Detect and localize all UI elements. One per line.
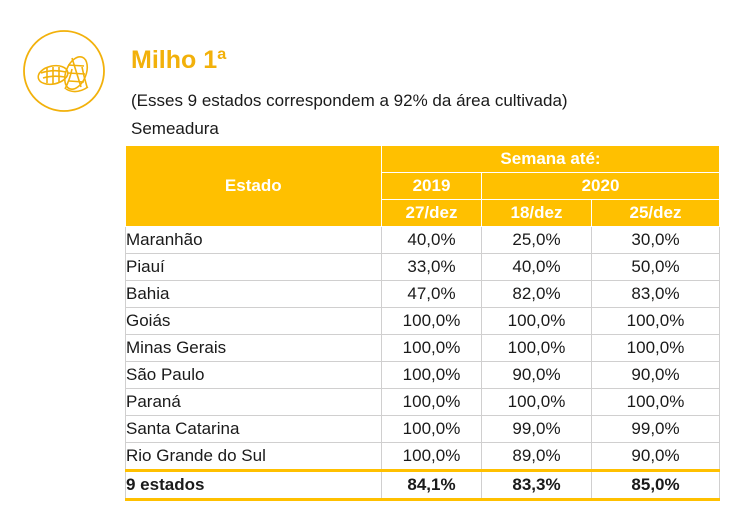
- value-cell: 100,0%: [590, 334, 721, 362]
- value-cell: 82,0%: [481, 280, 592, 308]
- value-cell: 40,0%: [381, 226, 482, 254]
- total-value: 83,3%: [481, 469, 592, 501]
- value-cell: 30,0%: [590, 226, 721, 254]
- header-year-2020: 2020: [480, 172, 721, 200]
- value-cell: 90,0%: [481, 361, 592, 389]
- state-cell: São Paulo: [125, 361, 382, 389]
- corn-icon: [22, 29, 106, 113]
- table-row: Piauí 33,0% 40,0% 50,0%: [125, 253, 721, 281]
- state-cell: Minas Gerais: [125, 334, 382, 362]
- value-cell: 100,0%: [381, 307, 482, 335]
- value-cell: 25,0%: [481, 226, 592, 254]
- value-cell: 83,0%: [590, 280, 721, 308]
- state-cell: Rio Grande do Sul: [125, 442, 382, 471]
- table-row: Bahia 47,0% 82,0% 83,0%: [125, 280, 721, 308]
- value-cell: 100,0%: [481, 388, 592, 416]
- header-semana: Semana até:: [380, 145, 721, 173]
- total-label: 9 estados: [125, 469, 382, 501]
- state-cell: Piauí: [125, 253, 382, 281]
- section-label: Semeadura: [131, 119, 219, 138]
- value-cell: 47,0%: [381, 280, 482, 308]
- value-cell: 100,0%: [481, 334, 592, 362]
- value-cell: 100,0%: [481, 307, 592, 335]
- value-cell: 100,0%: [381, 334, 482, 362]
- header-date-1: 27/dez: [381, 199, 482, 227]
- value-cell: 90,0%: [590, 442, 721, 471]
- page-title: Milho 1ª: [131, 46, 227, 74]
- header-year-2019: 2019: [381, 172, 482, 200]
- state-cell: Maranhão: [125, 226, 382, 254]
- state-cell: Paraná: [125, 388, 382, 416]
- header-date-3: 25/dez: [590, 199, 721, 227]
- total-value: 84,1%: [381, 469, 482, 501]
- value-cell: 100,0%: [381, 415, 482, 443]
- value-cell: 90,0%: [590, 361, 721, 389]
- state-cell: Santa Catarina: [125, 415, 382, 443]
- table-row: Maranhão 40,0% 25,0% 30,0%: [125, 226, 721, 254]
- subtitle: (Esses 9 estados correspondem a 92% da á…: [131, 91, 568, 110]
- value-cell: 99,0%: [481, 415, 592, 443]
- value-cell: 100,0%: [381, 442, 482, 471]
- value-cell: 89,0%: [481, 442, 592, 471]
- header-estado: Estado: [125, 145, 382, 227]
- table-row: Goiás 100,0% 100,0% 100,0%: [125, 307, 721, 335]
- data-table: Estado Semana até: 2019 2020 27/dez 18/d…: [125, 145, 721, 501]
- total-value: 85,0%: [590, 469, 721, 501]
- value-cell: 33,0%: [381, 253, 482, 281]
- value-cell: 99,0%: [590, 415, 721, 443]
- value-cell: 100,0%: [590, 307, 721, 335]
- table-row: São Paulo 100,0% 90,0% 90,0%: [125, 361, 721, 389]
- table-row: Santa Catarina 100,0% 99,0% 99,0%: [125, 415, 721, 443]
- value-cell: 100,0%: [381, 388, 482, 416]
- value-cell: 100,0%: [381, 361, 482, 389]
- value-cell: 40,0%: [481, 253, 592, 281]
- table-row: Rio Grande do Sul 100,0% 89,0% 90,0%: [125, 442, 721, 471]
- value-cell: 50,0%: [590, 253, 721, 281]
- state-cell: Goiás: [125, 307, 382, 335]
- state-cell: Bahia: [125, 280, 382, 308]
- total-row: 9 estados 84,1% 83,3% 85,0%: [125, 469, 721, 501]
- table-row: Paraná 100,0% 100,0% 100,0%: [125, 388, 721, 416]
- header-date-2: 18/dez: [481, 199, 592, 227]
- value-cell: 100,0%: [590, 388, 721, 416]
- table-row: Minas Gerais 100,0% 100,0% 100,0%: [125, 334, 721, 362]
